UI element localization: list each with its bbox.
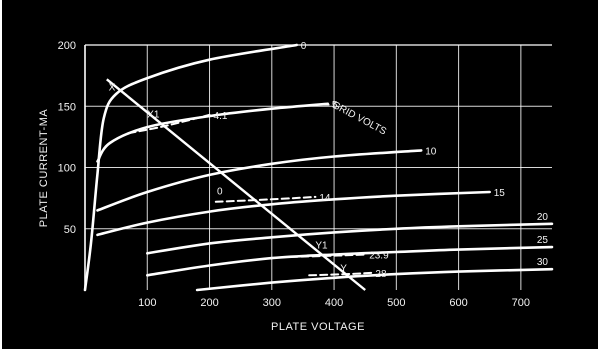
x-tick-label: 200	[200, 297, 218, 309]
y-tick-label: 50	[64, 224, 76, 236]
dashed-curve-23-9	[289, 253, 367, 258]
grid-curve-5	[96, 102, 330, 163]
curve-label: 5	[332, 100, 338, 111]
x-tick-label: 400	[325, 297, 343, 309]
point-label-y: Y	[340, 264, 347, 275]
grid-curve-30	[195, 267, 554, 292]
x-axis-label: PLATE VOLTAGE	[271, 321, 365, 333]
dashed-curve-14	[214, 195, 317, 203]
curve-label: 14	[319, 193, 331, 204]
grid-curve-15	[96, 190, 491, 237]
y-axis-label: PLATE CURRENT-MA	[38, 109, 50, 228]
load-line	[106, 78, 366, 291]
x-tick-label: 500	[387, 297, 405, 309]
point-label-x1: X1	[147, 109, 160, 120]
grid-curve-25	[146, 245, 554, 277]
x-ticks: 100 200 300 400 500 600 700	[138, 297, 530, 309]
y-tick-label: 100	[58, 163, 76, 175]
curve-label: 23.9	[369, 250, 389, 261]
plot-frame	[84, 44, 552, 290]
curve-label: 20	[537, 212, 549, 223]
x-tick-label: 600	[449, 297, 467, 309]
x-tick-label: 300	[263, 297, 281, 309]
x-tick-label: 700	[512, 297, 530, 309]
load-line-segment	[106, 78, 366, 291]
grid-curve-10	[96, 149, 423, 212]
grid-curve-20	[146, 222, 554, 255]
point-label-0: 0	[217, 186, 223, 197]
point-label-x: X	[109, 82, 116, 93]
curve-label: 25	[537, 235, 549, 246]
curve-label: 30	[537, 257, 549, 268]
curve-label: 10	[425, 146, 437, 157]
curve-label: 28	[375, 269, 387, 280]
y-tick-label: 150	[58, 101, 76, 113]
grid-curve-0	[83, 43, 298, 292]
curve-label: 15	[494, 188, 506, 199]
curve-label: 4.1	[214, 111, 228, 122]
curve-label: 0	[301, 41, 307, 52]
y-ticks: 50 100 150 200	[58, 40, 76, 236]
chart-background	[2, 0, 598, 349]
x-tick-label: 100	[138, 297, 156, 309]
point-label-y1: Y1	[315, 240, 328, 251]
dashed-curve-4-1	[127, 113, 211, 135]
y-tick-label: 200	[58, 40, 76, 52]
